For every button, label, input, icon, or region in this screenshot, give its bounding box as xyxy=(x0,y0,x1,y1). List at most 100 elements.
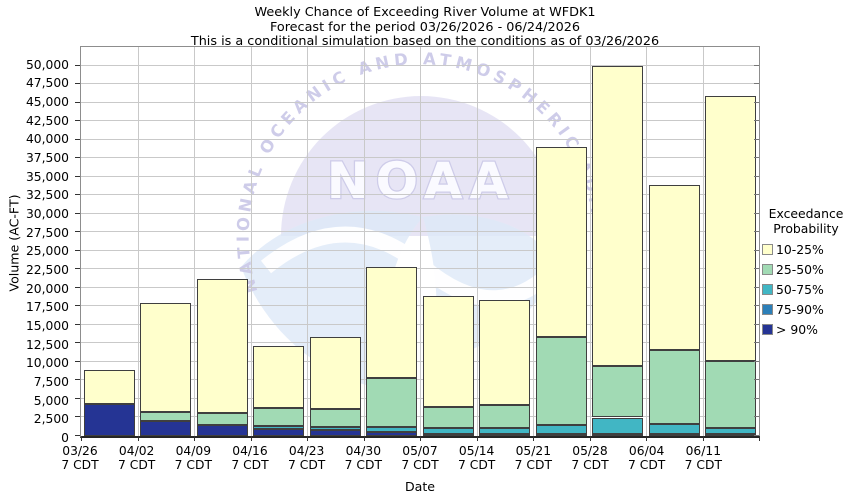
bar-segment xyxy=(422,295,474,408)
bar-segment xyxy=(535,424,587,435)
bar-segment xyxy=(479,428,531,434)
bar-segment xyxy=(140,302,192,412)
bar-segment xyxy=(253,407,305,427)
legend-label-75-90: 75-90% xyxy=(776,302,824,317)
chart-title: Weekly Chance of Exceeding River Volume … xyxy=(254,5,596,20)
y-tick xyxy=(75,194,80,196)
bar-segment xyxy=(535,146,587,338)
x-tick xyxy=(81,436,82,441)
y-tick-label: 42,500 xyxy=(25,113,69,128)
stacked-bar xyxy=(479,47,531,436)
bar-slot xyxy=(251,47,307,436)
bar-segment xyxy=(366,377,418,427)
y-tick-mirror xyxy=(754,231,759,233)
y-tick-label: 7,500 xyxy=(33,375,69,389)
legend-swatch-50-75 xyxy=(762,284,773,295)
x-tick-date: 04/02 xyxy=(118,444,155,458)
bar-segment xyxy=(648,349,700,425)
stacked-bar xyxy=(196,47,248,436)
bar-slot xyxy=(307,47,363,436)
bar-segment xyxy=(140,411,192,421)
y-tick xyxy=(75,323,80,325)
y-tick xyxy=(75,138,80,140)
x-tick-label: 04/30 7 CDT xyxy=(345,444,382,472)
y-tick xyxy=(75,120,80,122)
legend-entry: 25-50% xyxy=(762,262,850,277)
plot-area: NOAA NATIONAL OCEANIC AND ATMOSPHERIC AD… xyxy=(75,46,760,441)
y-tick-label: 0 xyxy=(61,431,69,445)
stacked-bar xyxy=(648,47,700,436)
x-tick-time: 7 CDT xyxy=(571,458,609,472)
y-tick-mirror xyxy=(754,64,759,66)
x-tick-label: 04/16 7 CDT xyxy=(231,444,268,472)
stacked-bar xyxy=(705,47,757,436)
y-tick-mirror xyxy=(754,212,759,214)
x-tick-time: 7 CDT xyxy=(288,458,326,472)
bar-slot xyxy=(477,47,533,436)
x-tick xyxy=(307,436,308,441)
bar-segment xyxy=(648,185,700,350)
y-tick xyxy=(75,342,80,344)
bar-segment xyxy=(366,432,418,436)
x-tick-label: 05/14 7 CDT xyxy=(458,444,495,472)
x-tick-label: 04/23 7 CDT xyxy=(288,444,325,472)
bar-segment xyxy=(479,433,531,436)
bar-segment xyxy=(253,429,305,436)
x-tick xyxy=(194,436,195,441)
y-tick-label: 20,000 xyxy=(25,281,69,296)
bar-segment xyxy=(309,409,361,428)
x-tick-time: 7 CDT xyxy=(514,458,552,472)
bar-segment xyxy=(592,417,644,435)
bar-segment xyxy=(83,370,135,404)
x-axis-title: Date xyxy=(404,479,436,494)
y-tick-mirror xyxy=(754,157,759,159)
y-tick-label: 17,500 xyxy=(25,300,69,315)
x-tick-date: 05/21 xyxy=(515,444,552,458)
y-tick xyxy=(75,268,80,270)
bar-segment xyxy=(479,299,531,406)
v-gridline xyxy=(702,47,704,436)
y-tick-mirror xyxy=(754,360,759,362)
y-tick-mirror xyxy=(754,379,759,381)
x-tick-label: 05/07 7 CDT xyxy=(401,444,438,472)
bar-segment xyxy=(479,405,531,429)
bar-segment xyxy=(422,407,474,429)
x-tick xyxy=(646,436,647,441)
y-tick-label: 50,000 xyxy=(25,57,69,72)
y-tick-label: 15,000 xyxy=(25,319,69,333)
bar-slot xyxy=(138,47,194,436)
v-gridline xyxy=(194,47,195,436)
legend-label-10-25: 10-25% xyxy=(776,242,824,257)
bar-segment xyxy=(309,427,361,431)
x-tick-label: 04/09 7 CDT xyxy=(175,444,212,472)
y-tick-label: 40,000 xyxy=(25,132,69,147)
bar-segment xyxy=(705,434,757,436)
y-tick xyxy=(75,379,80,381)
x-tick xyxy=(250,436,252,441)
bar-segment xyxy=(253,345,305,408)
v-gridline xyxy=(589,47,591,436)
legend-swatch-75-90 xyxy=(762,304,773,315)
title-block: Weekly Chance of Exceeding River Volume … xyxy=(0,5,850,50)
x-tick-time: 7 CDT xyxy=(174,458,212,472)
x-tick-time: 7 CDT xyxy=(628,458,666,472)
x-tick xyxy=(420,436,421,441)
chart-note: This is a conditional simulation based o… xyxy=(190,34,660,50)
bar-slot xyxy=(364,47,420,436)
x-tick xyxy=(476,436,478,441)
y-tick-label: 30,000 xyxy=(25,207,69,221)
x-tick-label: 06/11 7 CDT xyxy=(685,444,722,472)
y-tick-mirror xyxy=(754,194,759,196)
bar-segment xyxy=(140,420,192,436)
bar-slot xyxy=(590,47,646,436)
y-tick xyxy=(75,64,80,66)
x-tick-date: 05/07 xyxy=(402,444,438,458)
v-gridline xyxy=(137,47,139,436)
legend-title-line2: Probability xyxy=(773,221,839,236)
legend-label-25-50: 25-50% xyxy=(776,262,824,277)
y-tick xyxy=(75,286,80,288)
y-tick xyxy=(75,83,80,85)
y-tick-label: 35,000 xyxy=(25,169,69,184)
x-tick-date: 06/11 xyxy=(685,444,722,458)
